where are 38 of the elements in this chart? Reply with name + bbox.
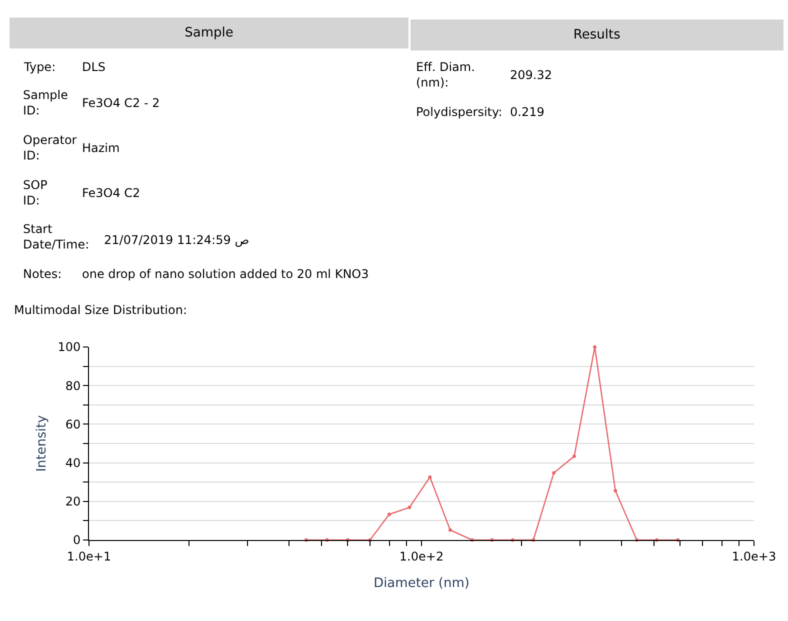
text: 21/07/2019 11:24:59 ص [104,233,250,247]
text: Fe3O4 C2 - 2 [82,96,160,110]
point [552,471,556,475]
point [448,528,452,532]
x-axis-title: Diameter (nm) [374,576,470,591]
y-tick-label: 80 [65,378,81,393]
y-tick-label: 0 [72,533,81,548]
text: Hazim [82,141,120,155]
text: DLS [82,60,106,74]
point [408,506,412,510]
text: one drop of nano solution added to 20 ml KNO3 [82,267,369,281]
point [428,475,432,479]
text: Eff. Diam. (nm): [416,60,475,90]
text: Sample [184,26,234,40]
text: Start Date/Time: [23,222,90,252]
text: Results [573,28,621,42]
x-tick-label: 1.0e+1 [66,549,112,564]
chart-title: Multimodal Size Distribution: [14,303,187,318]
y-tick-label: 20 [65,494,81,509]
text: Polydispersity: [416,105,502,119]
point [614,489,618,493]
point [388,512,392,516]
point [572,454,576,458]
text: SOP ID: [23,178,48,208]
y-tick-label: 100 [58,340,81,354]
y-axis-title: Intensity [34,414,50,472]
text: Notes: [23,267,62,281]
text: 209.32 [510,68,552,82]
y-tick-label: 60 [65,417,81,432]
x-tick-label: 1.0e+3 [732,549,776,564]
y-tick-label: 40 [65,456,81,470]
x-tick-label: 1.0e+2 [399,549,444,564]
point [593,345,597,349]
text: Sample ID: [23,88,68,118]
text: Fe3O4 C2 [82,186,140,200]
text: 0.219 [510,105,544,119]
text: Type: [23,60,56,74]
text: Operator ID: [23,133,77,163]
